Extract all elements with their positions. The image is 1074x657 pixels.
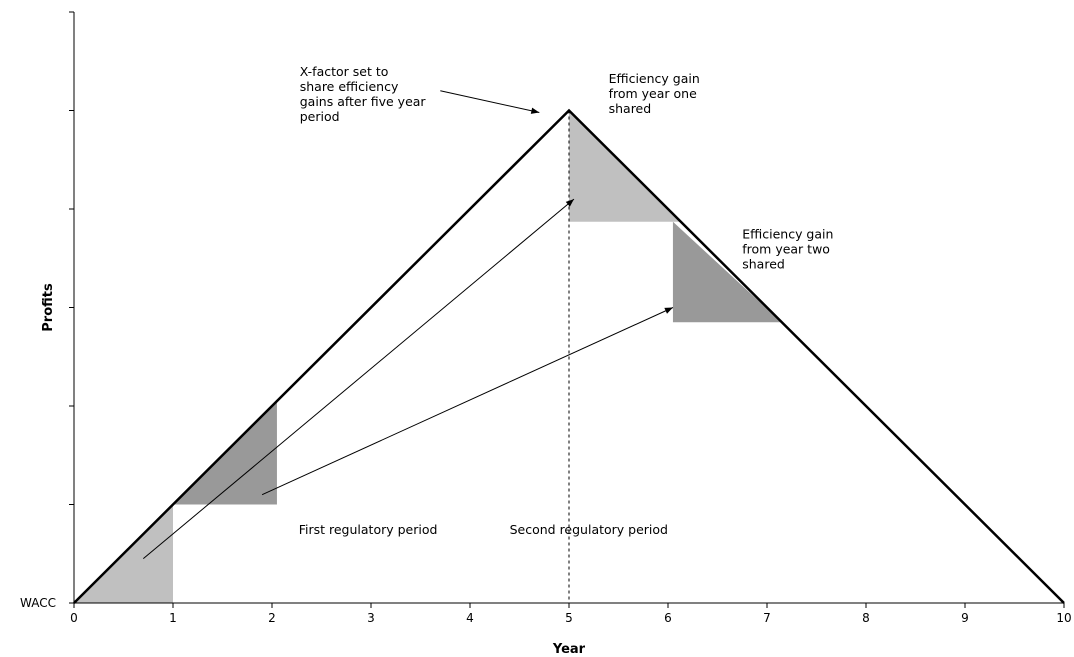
y-axis-title: Profits bbox=[41, 283, 56, 332]
x-tick-label-1: 1 bbox=[169, 611, 177, 625]
annotation-line: from year one bbox=[609, 86, 697, 101]
annotation-line: Efficiency gain bbox=[609, 71, 700, 86]
annotation-4: First regulatory period bbox=[299, 522, 438, 537]
x-tick-label-9: 9 bbox=[961, 611, 969, 625]
annotation-line: Efficiency gain bbox=[742, 227, 833, 242]
x-tick-label-7: 7 bbox=[763, 611, 771, 625]
arrows bbox=[142, 90, 674, 560]
annotation-line: shared bbox=[609, 101, 652, 116]
annotation-5: Second regulatory period bbox=[510, 522, 668, 537]
annotation-line: period bbox=[300, 109, 340, 124]
shaded-region-4 bbox=[672, 221, 782, 323]
x-tick-label-6: 6 bbox=[664, 611, 672, 625]
arrow-3 bbox=[440, 90, 540, 114]
x-tick-label-10: 10 bbox=[1056, 611, 1071, 625]
annotations: X-factor set to share efficiency gains aft… bbox=[299, 64, 834, 537]
x-tick-label-3: 3 bbox=[367, 611, 375, 625]
annotation-line: share efficiency bbox=[300, 79, 399, 94]
arrow-2 bbox=[261, 307, 674, 496]
annotation-3: Efficiency gain from year two shared bbox=[742, 227, 833, 272]
x-tick-label-2: 2 bbox=[268, 611, 276, 625]
annotation-line: First regulatory period bbox=[299, 522, 438, 537]
axes: 0 1 2 3 4 5 6 7 8 9 10 bbox=[69, 11, 1072, 625]
x-axis-title: Year bbox=[552, 642, 586, 657]
annotation-1: X-factor set to share efficiency gains aft… bbox=[300, 64, 427, 124]
annotation-line: X-factor set to bbox=[300, 64, 389, 79]
annotation-line: from year two bbox=[742, 242, 830, 257]
x-tick-label-8: 8 bbox=[862, 611, 870, 625]
arrow-1 bbox=[142, 198, 575, 560]
x-tick-label-4: 4 bbox=[466, 611, 474, 625]
annotation-line: shared bbox=[742, 257, 785, 272]
y-baseline-label: WACC bbox=[20, 596, 56, 610]
series bbox=[73, 108, 1065, 604]
labels: Year Profits WACC bbox=[20, 283, 586, 657]
annotation-line: Second regulatory period bbox=[510, 522, 668, 537]
x-tick-label-0: 0 bbox=[70, 611, 78, 625]
annotation-2: Efficiency gain from year one shared bbox=[609, 71, 700, 116]
x-tick-label-5: 5 bbox=[565, 611, 573, 625]
annotation-line: gains after five year bbox=[300, 94, 427, 109]
